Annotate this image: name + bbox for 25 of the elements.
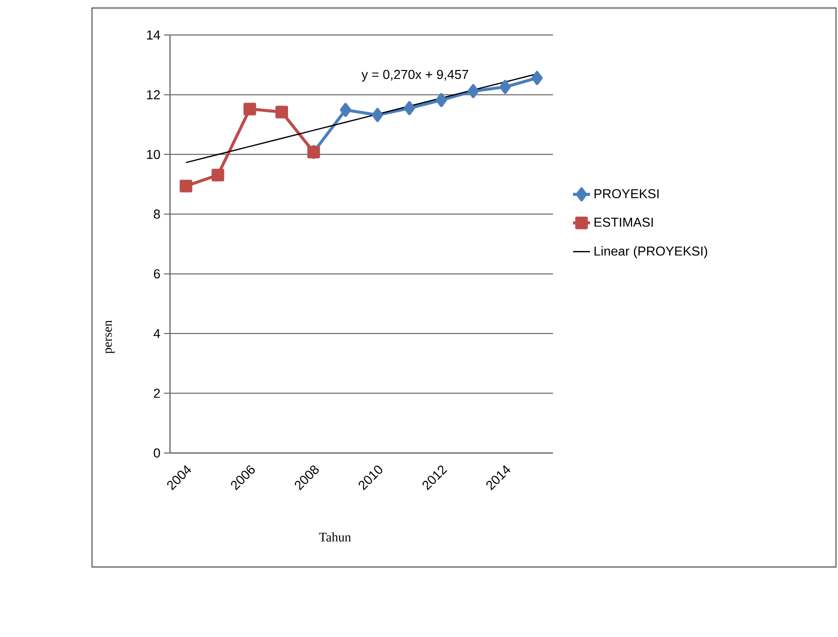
y-tick-label: 8 [154,210,160,219]
point [436,93,447,108]
y-tick-label: 4 [154,329,160,338]
point [468,84,479,98]
x-axis-title: Tahun [319,532,351,542]
legend-label: Linear (PROYEKSI) [594,246,708,258]
point [212,168,224,182]
y-tick-label: 0 [154,448,160,458]
y-tick-label: 14 [147,30,160,40]
y-tick-label: 6 [154,269,160,278]
point [275,106,288,118]
y-tick-label: 2 [154,388,160,398]
y-axis-title: persen [106,320,114,354]
legend-label: ESTIMASI [594,218,653,227]
y-tick-label: 12 [147,90,160,100]
point [372,108,384,122]
point [500,80,511,94]
point [531,70,543,85]
annotation: y = 0,270x + 9,457 [362,70,468,82]
point [404,101,416,116]
point [340,102,352,117]
y-tick-label: 10 [147,150,160,159]
point [180,180,192,192]
legend-label: PROYEKSI [594,189,659,198]
point [244,102,256,116]
